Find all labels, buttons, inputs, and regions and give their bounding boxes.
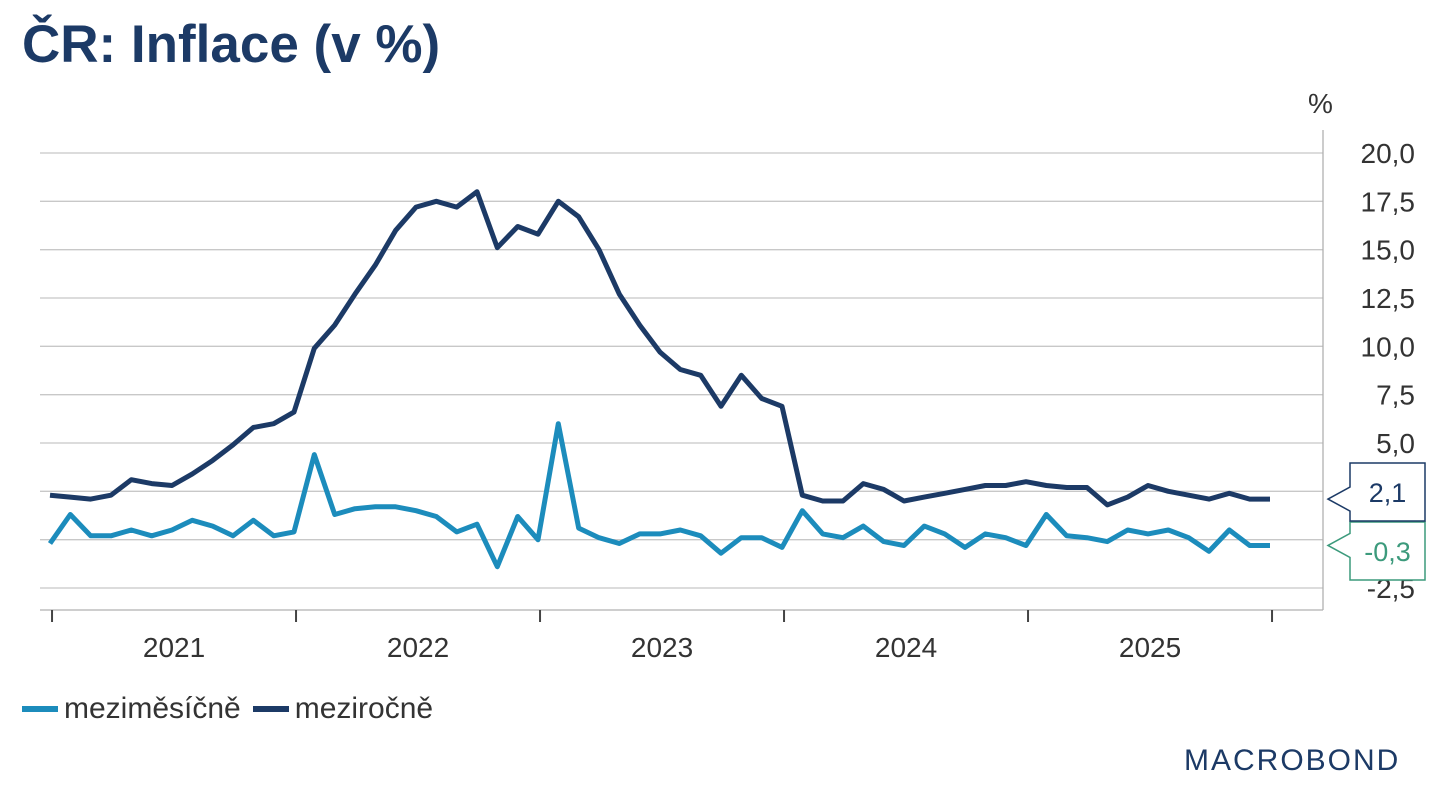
- end-value-tag-mom: [1326, 521, 1426, 581]
- legend-label-mom: meziměsíčně: [64, 692, 241, 725]
- x-tick-label: 2024: [875, 632, 937, 663]
- x-tick-label: 2025: [1119, 632, 1181, 663]
- chart-title: ČR: Inflace (v %): [22, 15, 441, 74]
- legend-swatch-yoy: [252, 706, 289, 712]
- y-axis-unit: %: [1308, 88, 1333, 119]
- legend-swatch-mom: [22, 706, 58, 712]
- end-value-label-mom: -0,3: [1364, 537, 1411, 567]
- legend-item-mom: meziměsíčně: [22, 692, 241, 726]
- y-tick-label: 15,0: [1361, 235, 1416, 266]
- x-tick-label: 2021: [143, 632, 205, 663]
- y-tick-label: 7,5: [1376, 380, 1415, 411]
- series-line-mom: [47, 421, 1270, 570]
- x-tick-label: 2022: [387, 632, 449, 663]
- y-tick-label: 10,0: [1361, 331, 1416, 362]
- macrobond-logo: MACROBOND: [1184, 744, 1401, 777]
- y-tick-label: 12,5: [1361, 283, 1416, 314]
- y-tick-label: 20,0: [1361, 138, 1416, 169]
- legend-item-yoy: meziročně: [252, 692, 434, 726]
- legend-label-yoy: meziročně: [294, 692, 434, 725]
- end-value-tag-yoy: [1326, 462, 1426, 522]
- series-line-yoy: [49, 189, 1270, 508]
- end-value-label-yoy: 2,1: [1369, 478, 1407, 508]
- y-tick-label: 17,5: [1361, 186, 1416, 217]
- y-tick-label: 5,0: [1376, 428, 1415, 459]
- x-tick-label: 2023: [631, 632, 693, 663]
- legend: meziměsíčně meziročně: [22, 692, 445, 726]
